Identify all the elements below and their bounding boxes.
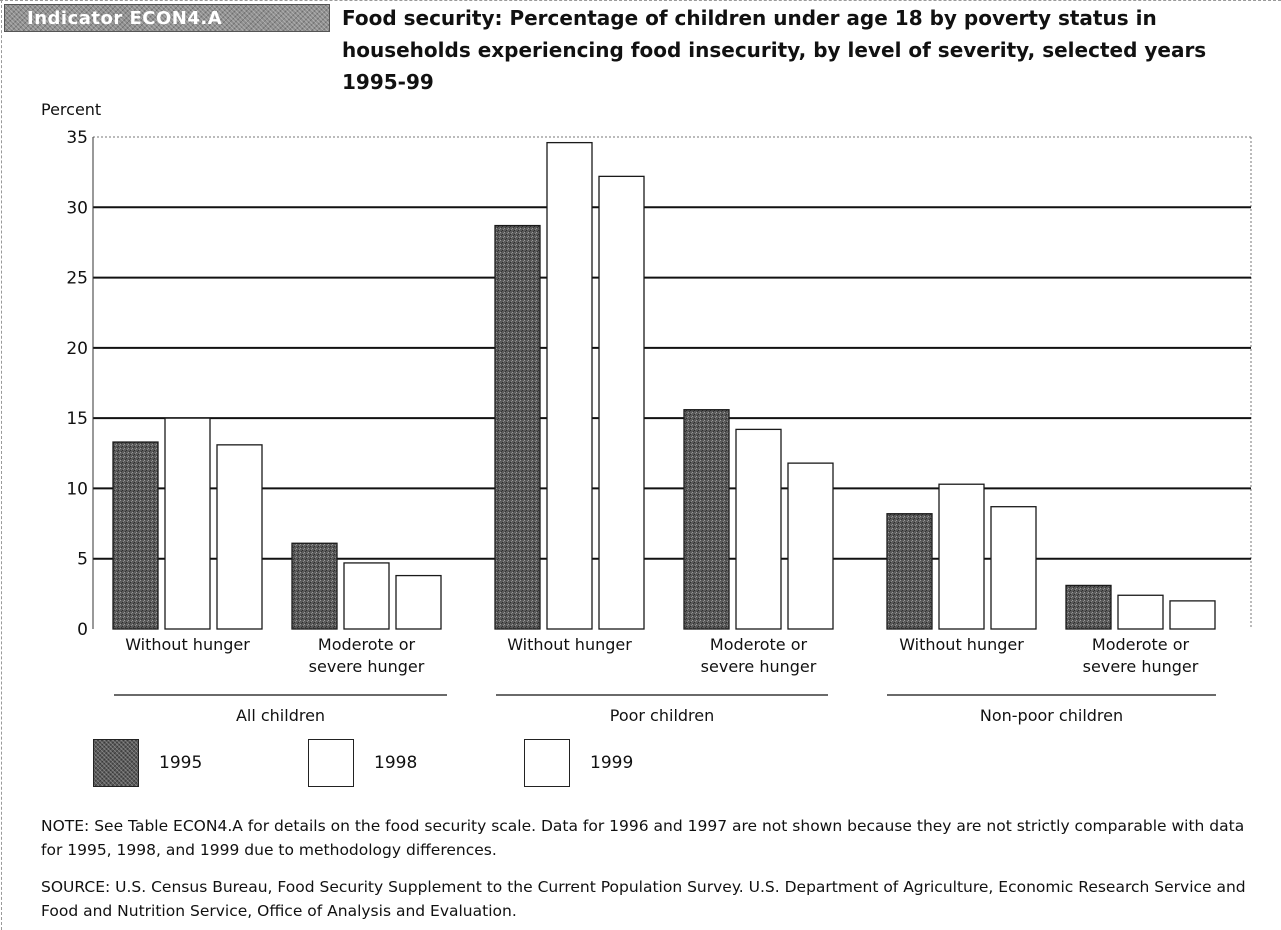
bar-1995-6 xyxy=(1065,584,1112,630)
bar-1999-4 xyxy=(787,462,834,630)
bar-1999-6 xyxy=(1169,600,1216,630)
bars xyxy=(112,141,1216,630)
category-label: Without hunger xyxy=(899,635,1024,654)
legend-label-1999: 1999 xyxy=(590,753,634,773)
y-axis-label: Percent xyxy=(41,100,102,119)
legend-swatch-1999 xyxy=(524,739,570,787)
legend-label-1995: 1995 xyxy=(159,753,203,773)
legend-swatch-1995 xyxy=(93,739,139,787)
category-label: severe hunger xyxy=(701,657,817,676)
y-tick-label: 10 xyxy=(66,479,88,499)
chart-title: Food security: Percentage of children un… xyxy=(342,6,1207,94)
bar-1995-3 xyxy=(494,224,541,630)
group-label: All children xyxy=(236,706,325,725)
group-label: Poor children xyxy=(610,706,715,725)
bar-1998-5 xyxy=(938,483,985,630)
bar-1998-2 xyxy=(343,562,390,630)
y-tick-label: 5 xyxy=(77,550,88,570)
note-text: NOTE: See Table ECON4.A for details on t… xyxy=(41,817,1245,859)
bar-1995-4 xyxy=(683,409,730,630)
bar-1998-1 xyxy=(164,417,211,630)
bar-1999-2 xyxy=(395,574,442,630)
y-tick-label: 30 xyxy=(66,198,88,218)
y-tick-label: 35 xyxy=(66,128,88,148)
y-tick-label: 20 xyxy=(66,339,88,359)
y-axis: 0 5 10 15 20 25 30 35 xyxy=(66,128,94,640)
category-label: Without hunger xyxy=(125,635,250,654)
legend-swatch-1998 xyxy=(308,739,354,787)
y-tick-label: 25 xyxy=(66,269,88,289)
group-labels: All children Poor children Non-poor childr… xyxy=(114,694,1216,725)
group-label: Non-poor children xyxy=(980,706,1123,725)
bar-1999-1 xyxy=(216,444,263,630)
category-label: severe hunger xyxy=(309,657,425,676)
bar-1995-5 xyxy=(886,513,933,630)
category-label: Without hunger xyxy=(507,635,632,654)
bar-1999-3 xyxy=(598,175,645,630)
category-label: Moderote or xyxy=(710,635,808,654)
category-labels: Without hunger Moderote or severe hunger Wi… xyxy=(125,635,1199,676)
y-tick-label: 15 xyxy=(66,409,88,429)
y-tick-label: 0 xyxy=(77,620,88,640)
frame-top-border xyxy=(0,0,1281,1)
gridlines xyxy=(93,136,1252,629)
indicator-badge: Indicator ECON4.A xyxy=(4,4,330,32)
bar-1999-5 xyxy=(990,506,1037,630)
category-label: Moderote or xyxy=(1092,635,1190,654)
bar-1998-4 xyxy=(735,428,782,630)
bar-1998-6 xyxy=(1117,594,1164,630)
legend-label-1998: 1998 xyxy=(374,753,418,773)
category-label: Moderote or xyxy=(318,635,416,654)
category-label: severe hunger xyxy=(1083,657,1199,676)
source-text: SOURCE: U.S. Census Bureau, Food Securit… xyxy=(41,878,1246,920)
bar-chart: 0 5 10 15 20 25 30 35 Without hunger Moderote or… xyxy=(66,128,1252,725)
frame-left-border xyxy=(1,0,2,930)
bar-1995-1 xyxy=(112,441,159,630)
bar-1998-3 xyxy=(546,141,593,630)
bar-1995-2 xyxy=(291,542,338,630)
